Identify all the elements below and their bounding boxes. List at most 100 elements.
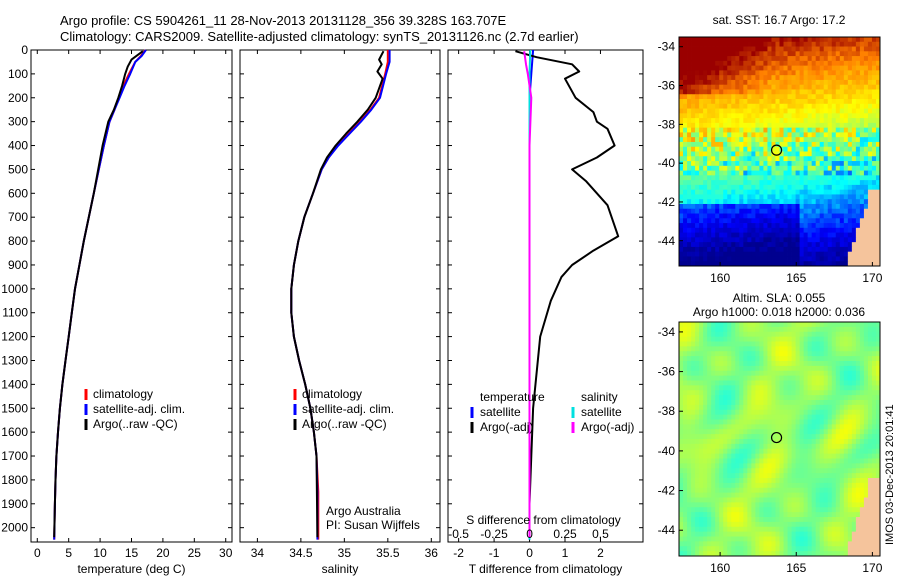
map-cell	[703, 122, 708, 129]
map-cell	[715, 507, 720, 513]
map-cell	[799, 361, 805, 367]
map-cell	[723, 137, 728, 143]
map-cell	[771, 65, 776, 71]
map-cell	[851, 419, 857, 425]
map-cell	[759, 170, 764, 176]
map-cell	[867, 502, 873, 508]
map-cell	[759, 127, 764, 133]
map-cell	[839, 60, 845, 67]
map-cell	[723, 482, 728, 489]
map-cell	[719, 546, 724, 552]
map-cell	[679, 51, 684, 57]
map-cell	[815, 108, 821, 114]
map-cell	[787, 118, 792, 124]
map-cell	[751, 331, 756, 338]
map-cell	[823, 414, 829, 420]
map-cell	[763, 199, 768, 205]
map-cell	[775, 79, 780, 86]
map-cell	[771, 380, 776, 386]
map-cell	[795, 132, 800, 138]
map-cell	[823, 113, 829, 119]
map-cell	[851, 108, 857, 114]
map-cell	[839, 256, 845, 262]
map-cell	[759, 439, 764, 445]
map-cell	[831, 536, 837, 542]
map-cell	[703, 208, 708, 214]
map-cell	[763, 94, 768, 100]
map-cell	[815, 331, 821, 338]
map-cell	[875, 478, 881, 484]
map-cell	[795, 175, 800, 181]
map-cell	[735, 507, 740, 513]
map-cell	[695, 448, 700, 455]
map-cell	[847, 346, 853, 352]
map-cell	[687, 361, 692, 367]
map-cell	[863, 156, 869, 162]
map-cell	[735, 375, 740, 381]
map-cell	[867, 122, 873, 129]
map-cell	[863, 453, 869, 459]
map-cell	[731, 137, 736, 143]
map-cell	[839, 487, 845, 494]
map-cell	[839, 199, 845, 205]
map-cell	[859, 99, 865, 105]
map-cell	[843, 189, 849, 195]
map-cell	[747, 424, 752, 430]
map-cell	[787, 487, 792, 494]
map-cell	[687, 497, 692, 503]
map-cell	[715, 141, 720, 148]
map-cell	[855, 261, 861, 267]
map-cell	[851, 194, 857, 200]
map-cell	[767, 118, 772, 124]
map-cell	[679, 458, 684, 464]
map-cell	[763, 165, 768, 171]
map-cell	[859, 434, 865, 440]
map-cell	[851, 113, 857, 119]
map-cell	[783, 122, 788, 129]
map-cell	[823, 473, 829, 479]
map-cell	[755, 94, 760, 100]
map-cell	[735, 137, 740, 143]
map-cell	[871, 180, 877, 186]
map-cell	[831, 409, 837, 416]
map-cell	[779, 336, 784, 342]
map-cell	[827, 256, 833, 262]
map-cell	[875, 336, 881, 342]
map-cell	[855, 517, 861, 523]
map-cell	[875, 395, 881, 401]
map-cell	[703, 365, 708, 372]
map-cell	[783, 434, 788, 440]
map-cell	[791, 65, 796, 71]
map-cell	[875, 70, 881, 76]
map-cell	[771, 443, 776, 450]
map-cell	[799, 37, 805, 43]
map-cell	[767, 70, 772, 76]
map-cell	[723, 541, 728, 547]
map-cell	[847, 122, 853, 129]
map-cell	[735, 322, 740, 328]
map-cell	[803, 482, 809, 489]
map-cell	[791, 482, 796, 489]
map-cell	[807, 478, 813, 484]
map-cell	[875, 132, 881, 138]
map-cell	[875, 429, 881, 435]
map-cell	[771, 517, 776, 523]
map-cell	[683, 218, 688, 224]
map-cell	[687, 536, 692, 542]
map-cell	[855, 75, 861, 81]
map-cell	[791, 37, 796, 43]
map-cell	[727, 429, 732, 435]
map-cell	[691, 419, 696, 425]
map-cell	[731, 400, 736, 406]
map-cell	[743, 113, 748, 119]
map-cell	[747, 492, 752, 498]
map-cell	[687, 251, 692, 257]
map-cell	[779, 251, 784, 257]
map-cell	[839, 156, 845, 162]
map-cell	[819, 223, 825, 229]
map-cell	[731, 218, 736, 224]
map-cell	[775, 517, 780, 523]
map-cell	[691, 46, 696, 52]
map-cell	[763, 213, 768, 219]
